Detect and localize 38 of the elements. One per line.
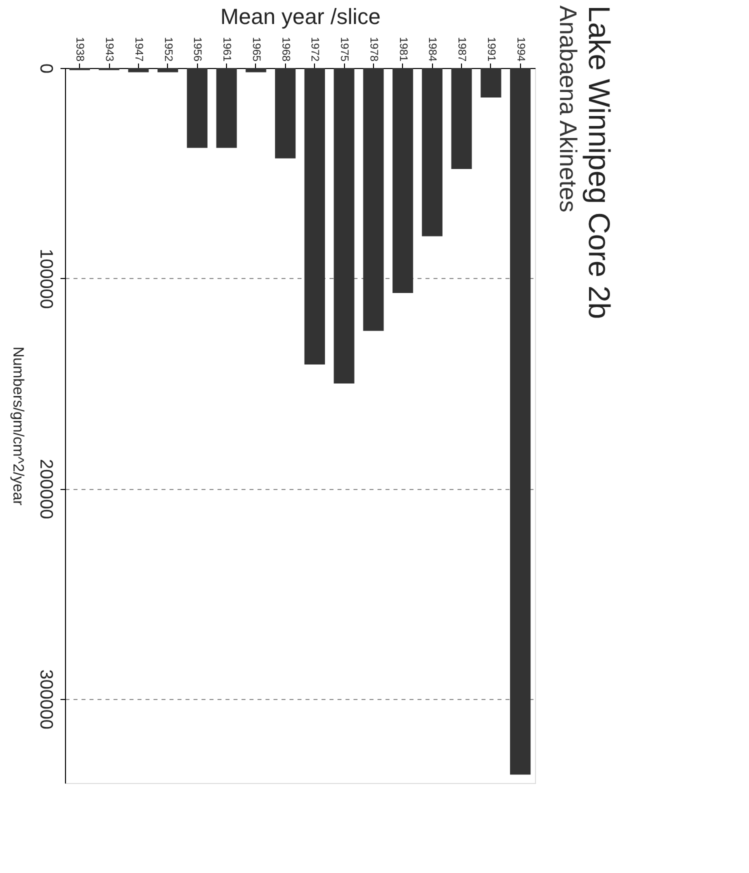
x-tick-label: 1943 bbox=[103, 37, 116, 62]
x-tick-label: 1961 bbox=[220, 37, 233, 62]
y-tick-label: 300000 bbox=[36, 669, 56, 730]
x-tick-label: 1947 bbox=[132, 37, 144, 62]
bar bbox=[480, 68, 502, 98]
x-tick-label: 1952 bbox=[162, 37, 174, 62]
x-tick-label: 1975 bbox=[338, 37, 350, 62]
x-tick-label: 1984 bbox=[426, 37, 438, 62]
bar bbox=[128, 68, 149, 72]
bar bbox=[392, 68, 414, 294]
y-tick-label: 200000 bbox=[36, 459, 56, 520]
bar bbox=[451, 68, 472, 169]
bar bbox=[510, 68, 531, 775]
bar bbox=[158, 68, 178, 72]
text: Lake Winnipeg Core 2b bbox=[582, 6, 615, 320]
text: Anabaena Akinetes bbox=[554, 6, 581, 212]
y-axis-title: Numbers/gm/cm^2/year bbox=[10, 346, 26, 506]
x-tick-label: 1978 bbox=[367, 37, 380, 62]
bar bbox=[246, 68, 266, 72]
x-tick-label: 1965 bbox=[250, 37, 262, 62]
x-tick-label: 1991 bbox=[484, 37, 497, 62]
x-tick-label: 1994 bbox=[514, 37, 526, 62]
bar bbox=[304, 68, 325, 365]
x-tick-label: 1968 bbox=[279, 37, 292, 62]
bar bbox=[334, 68, 354, 384]
x-tick-label: 1987 bbox=[456, 37, 468, 62]
y-tick-label: 0 bbox=[36, 63, 56, 74]
bar bbox=[363, 68, 384, 331]
y-tick-label: 100000 bbox=[36, 248, 56, 309]
x-tick-label: 1956 bbox=[191, 37, 204, 62]
bar bbox=[422, 68, 442, 236]
x-tick-label: 1972 bbox=[308, 37, 321, 62]
x-tick-label: 1938 bbox=[74, 37, 86, 62]
x-axis-title: Mean year /slice bbox=[220, 4, 381, 30]
bar bbox=[275, 68, 296, 158]
x-tick-label: 1981 bbox=[396, 37, 409, 62]
bar bbox=[216, 68, 237, 148]
bar bbox=[186, 68, 208, 148]
